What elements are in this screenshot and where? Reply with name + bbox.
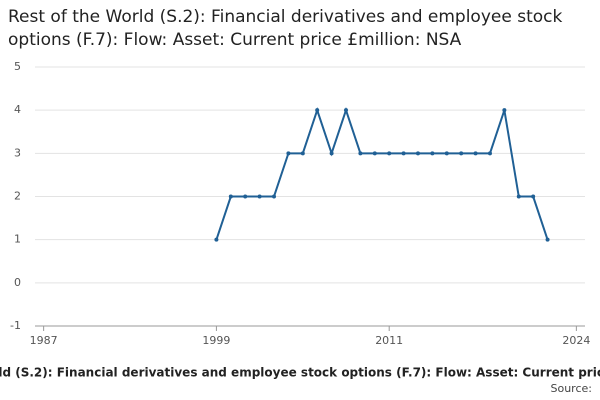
point [300,151,305,156]
line [215,107,549,240]
x-tick-label: 2024 [562,334,590,347]
point [243,194,248,199]
chart-title: Rest of the World (S.2): Financial deriv… [8,7,563,50]
y-tick-label: 5 [14,60,21,73]
x-tick-label: 1987 [30,334,58,347]
point [473,151,478,156]
source: Source: [551,382,593,395]
y-tick-label: 2 [14,190,21,203]
point [228,194,233,199]
point [372,151,377,156]
point [358,151,363,156]
y-tick-label: 0 [14,276,21,289]
point [387,151,392,156]
y-tick-label: 3 [14,146,21,159]
point [430,151,435,156]
footer-title: Rest of the World (S.2): Financial deriv… [0,366,600,380]
point [401,151,406,156]
point [545,237,550,242]
x-tick-label: 2011 [375,334,403,347]
y-tick-label: 1 [14,233,21,246]
y-tick-label: -1 [10,319,21,332]
point [343,108,348,113]
point [502,108,507,113]
point [531,194,536,199]
point [286,151,291,156]
point [272,194,277,199]
point [459,151,464,156]
point [329,151,334,156]
y-tick-label: 4 [14,103,21,116]
x-tick-label: 1999 [202,334,230,347]
point [257,194,262,199]
point [415,151,420,156]
point [516,194,521,199]
point [444,151,449,156]
point [487,151,492,156]
point [214,237,219,242]
point [315,108,320,113]
